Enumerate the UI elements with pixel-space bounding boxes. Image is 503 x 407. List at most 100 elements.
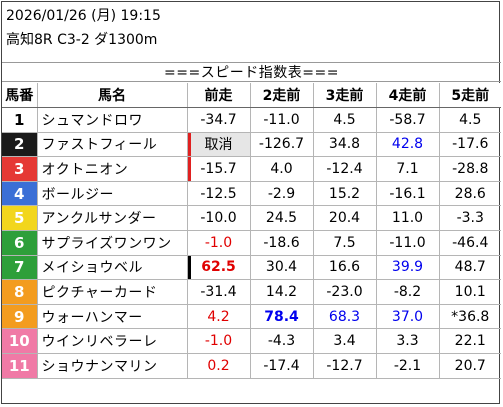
- table-row: 6 サプライズワンワン -1.0 -18.6 7.5 -11.0 -46.4: [2, 230, 501, 256]
- index-race5: -17.6: [438, 132, 501, 158]
- index-race5: 4.5: [438, 107, 501, 133]
- index-race1: -1.0: [186, 230, 250, 256]
- index-race2: -126.7: [249, 132, 313, 158]
- horse-name: オクトニオン: [36, 156, 187, 182]
- post-number: 9: [2, 304, 37, 330]
- index-race4: -11.0: [375, 230, 439, 256]
- index-race2: 30.4: [249, 255, 313, 281]
- table-row: 8 ピクチャーカード -31.4 14.2 -23.0 -8.2 10.1: [2, 279, 501, 305]
- post-number: 10: [2, 328, 37, 355]
- index-race2: -11.0: [249, 107, 313, 133]
- index-race3: 3.4: [312, 328, 376, 355]
- index-race4: -2.1: [375, 353, 439, 379]
- index-race1: 0.2: [186, 353, 250, 379]
- index-race3: -23.0: [312, 279, 376, 305]
- table-row: 1 シュマンドロワ -34.7 -11.0 4.5 -58.7 4.5: [2, 107, 501, 133]
- index-race5: 28.6: [438, 181, 501, 207]
- index-race1: -34.7: [186, 107, 250, 133]
- index-race1: 取消: [186, 132, 250, 158]
- index-race1: -31.4: [186, 279, 250, 305]
- index-race3: 34.8: [312, 132, 376, 158]
- index-race5: 48.7: [438, 255, 501, 281]
- horse-name: サプライズワンワン: [36, 230, 187, 256]
- index-race4: -16.1: [375, 181, 439, 207]
- index-race4: 3.3: [375, 328, 439, 355]
- post-number: 8: [2, 279, 37, 305]
- index-race2: -18.6: [249, 230, 313, 256]
- index-race2: -17.4: [249, 353, 313, 379]
- index-race3: 4.5: [312, 107, 376, 133]
- col-header-race4: 4走前: [375, 83, 439, 109]
- col-header-race1: 前走: [186, 83, 250, 109]
- index-race1: 62.5: [186, 255, 250, 281]
- index-race5: -28.8: [438, 156, 501, 182]
- table-title: ===スピード指数表===: [2, 62, 501, 82]
- col-header-race3: 3走前: [312, 83, 376, 109]
- race-info: 高知8R C3-2 ダ1300m: [6, 32, 158, 48]
- index-race5: -3.3: [438, 205, 501, 232]
- horse-name: ウインリベラーレ: [36, 328, 187, 355]
- table-row: 4 ボールジー -12.5 -2.9 15.2 -16.1 28.6: [2, 181, 501, 207]
- table-row: 10 ウインリベラーレ -1.0 -4.3 3.4 3.3 22.1: [2, 328, 501, 355]
- index-race3: 20.4: [312, 205, 376, 232]
- post-number: 1: [2, 107, 37, 133]
- table-row: 5 アンクルサンダー -10.0 24.5 20.4 11.0 -3.3: [2, 205, 501, 232]
- index-race2: 4.0: [249, 156, 313, 182]
- horse-name: ファストフィール: [36, 132, 187, 158]
- index-race3: 68.3: [312, 304, 376, 330]
- index-race4: -58.7: [375, 107, 439, 133]
- horse-name: ショウナンマリン: [36, 353, 187, 379]
- horse-name: ウォーハンマー: [36, 304, 187, 330]
- index-race2: -2.9: [249, 181, 313, 207]
- index-race3: 16.6: [312, 255, 376, 281]
- post-number: 11: [2, 353, 37, 379]
- index-race4: 11.0: [375, 205, 439, 232]
- index-race1: -10.0: [186, 205, 250, 232]
- table-row: 7 メイショウベル 62.5 30.4 16.6 39.9 48.7: [2, 255, 501, 281]
- col-header-name: 馬名: [36, 83, 187, 109]
- index-race5: 20.7: [438, 353, 501, 379]
- col-header-race2: 2走前: [249, 83, 313, 109]
- index-race2: 24.5: [249, 205, 313, 232]
- post-number: 4: [2, 181, 37, 207]
- index-race4: 7.1: [375, 156, 439, 182]
- col-header-post: 馬番: [2, 83, 37, 109]
- index-race2: 14.2: [249, 279, 313, 305]
- index-race5: -46.4: [438, 230, 501, 256]
- index-race4: -8.2: [375, 279, 439, 305]
- index-race5: *36.8: [438, 304, 501, 330]
- index-race4: 37.0: [375, 304, 439, 330]
- index-race1: -12.5: [186, 181, 250, 207]
- index-race3: 7.5: [312, 230, 376, 256]
- horse-name: アンクルサンダー: [36, 205, 187, 232]
- post-number: 3: [2, 156, 37, 182]
- index-race5: 10.1: [438, 279, 501, 305]
- index-race1: -1.0: [186, 328, 250, 355]
- index-race2: 78.4: [249, 304, 313, 330]
- table-row: 2 ファストフィール 取消 -126.7 34.8 42.8 -17.6: [2, 132, 501, 158]
- index-race3: -12.7: [312, 353, 376, 379]
- horse-name: メイショウベル: [36, 255, 187, 281]
- horse-name: ピクチャーカード: [36, 279, 187, 305]
- post-number: 6: [2, 230, 37, 256]
- index-race1: -15.7: [186, 156, 250, 182]
- col-header-race5: 5走前: [438, 83, 501, 109]
- index-race1: 4.2: [186, 304, 250, 330]
- race-datetime: 2026/01/26 (月) 19:15: [6, 8, 161, 24]
- horse-name: ボールジー: [36, 181, 187, 207]
- index-race2: -4.3: [249, 328, 313, 355]
- post-number: 2: [2, 132, 37, 158]
- header-row: 馬番 馬名 前走 2走前 3走前 4走前 5走前: [2, 83, 501, 109]
- index-race3: 15.2: [312, 181, 376, 207]
- index-race3: -12.4: [312, 156, 376, 182]
- index-race4: 42.8: [375, 132, 439, 158]
- post-number: 7: [2, 255, 37, 281]
- horse-name: シュマンドロワ: [36, 107, 187, 133]
- post-number: 5: [2, 205, 37, 232]
- table-row: 11 ショウナンマリン 0.2 -17.4 -12.7 -2.1 20.7: [2, 353, 501, 379]
- table-row: 3 オクトニオン -15.7 4.0 -12.4 7.1 -28.8: [2, 156, 501, 182]
- index-race5: 22.1: [438, 328, 501, 355]
- index-race4: 39.9: [375, 255, 439, 281]
- table-row: 9 ウォーハンマー 4.2 78.4 68.3 37.0 *36.8: [2, 304, 501, 330]
